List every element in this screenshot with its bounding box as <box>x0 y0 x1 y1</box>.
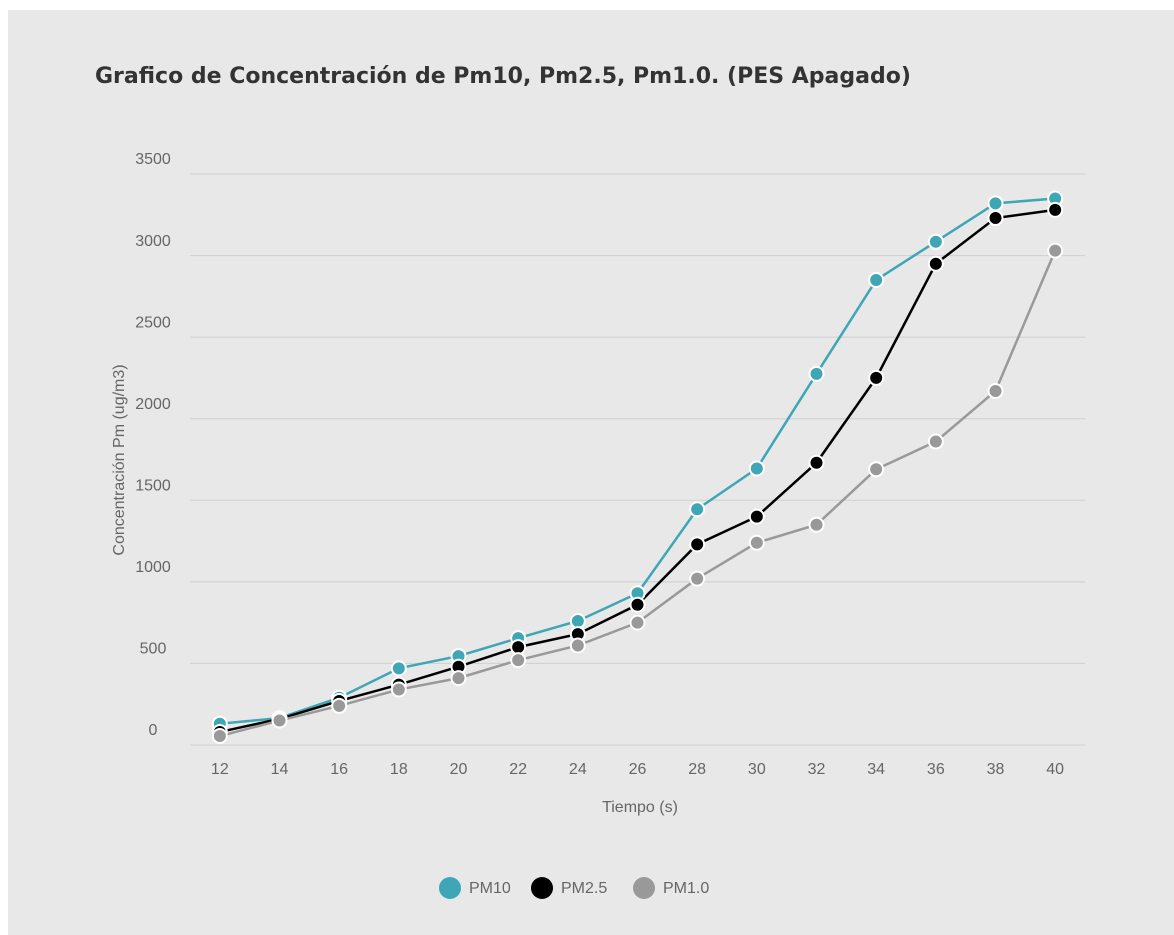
data-point <box>808 365 825 382</box>
y-tick-label: 1000 <box>135 559 171 576</box>
legend-marker <box>633 877 655 899</box>
y-axis-label: Concentración Pm (ug/m3) <box>111 364 128 555</box>
data-point <box>808 516 825 533</box>
data-point <box>510 639 527 656</box>
x-tick-label: 18 <box>390 761 408 778</box>
y-tick-label: 0 <box>149 722 158 739</box>
data-point <box>211 728 228 745</box>
legend-label: PM2.5 <box>561 880 607 897</box>
data-point <box>808 454 825 471</box>
x-tick-label: 20 <box>450 761 468 778</box>
data-point <box>331 697 348 714</box>
y-tick-label: 2000 <box>135 396 171 413</box>
data-point <box>689 570 706 587</box>
x-tick-label: 26 <box>629 761 647 778</box>
x-tick-label: 28 <box>688 761 706 778</box>
x-tick-label: 22 <box>509 761 527 778</box>
data-point <box>1047 201 1064 218</box>
legend-label: PM1.0 <box>663 880 709 897</box>
data-point <box>569 637 586 654</box>
x-tick-label: 14 <box>271 761 289 778</box>
x-tick-label: 12 <box>211 761 229 778</box>
data-point <box>927 233 944 250</box>
x-tick-label: 40 <box>1046 761 1064 778</box>
x-tick-label: 34 <box>867 761 885 778</box>
x-tick-label: 32 <box>808 761 826 778</box>
data-point <box>927 433 944 450</box>
legend-label: PM10 <box>469 880 511 897</box>
y-tick-label: 2500 <box>135 314 171 331</box>
data-point <box>868 369 885 386</box>
data-point <box>987 382 1004 399</box>
data-point <box>987 210 1004 227</box>
data-point <box>390 681 407 698</box>
x-axis-label: Tiempo (s) <box>602 799 678 816</box>
chart-title: Grafico de Concentración de Pm10, Pm2.5,… <box>95 64 911 89</box>
data-point <box>868 272 885 289</box>
data-point <box>569 613 586 630</box>
data-point <box>689 536 706 553</box>
chart-background <box>8 10 1174 935</box>
y-tick-label: 3000 <box>135 233 171 250</box>
data-point <box>748 534 765 551</box>
y-tick-label: 500 <box>140 641 167 658</box>
y-tick-label: 1500 <box>135 478 171 495</box>
data-point <box>868 461 885 478</box>
y-tick-label: 3500 <box>135 151 171 168</box>
data-point <box>629 614 646 631</box>
x-tick-label: 16 <box>330 761 348 778</box>
x-tick-label: 24 <box>569 761 587 778</box>
data-point <box>748 508 765 525</box>
data-point <box>748 460 765 477</box>
data-point <box>629 596 646 613</box>
x-tick-label: 38 <box>987 761 1005 778</box>
x-tick-label: 36 <box>927 761 945 778</box>
data-point <box>390 660 407 677</box>
x-tick-label: 30 <box>748 761 766 778</box>
data-point <box>271 712 288 729</box>
data-point <box>987 195 1004 212</box>
data-point <box>927 255 944 272</box>
legend-marker <box>531 877 553 899</box>
data-point <box>689 501 706 518</box>
legend-marker <box>439 877 461 899</box>
data-point <box>450 670 467 687</box>
data-point <box>510 652 527 669</box>
data-point <box>1047 242 1064 259</box>
